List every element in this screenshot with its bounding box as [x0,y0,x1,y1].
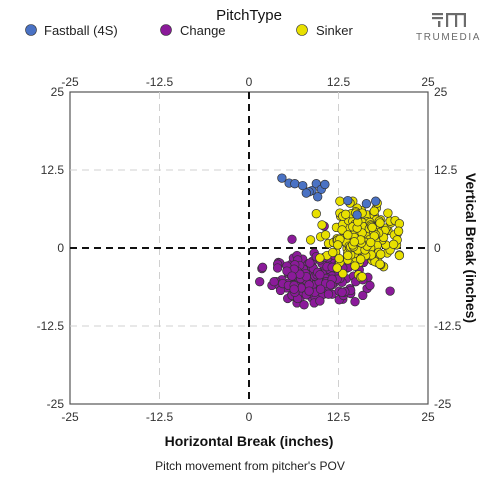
x-tick-label-top: 25 [421,75,435,89]
data-point-sinker [343,230,353,240]
x-tick-label-bottom: 12.5 [327,410,351,424]
legend: Fastball (4S) Change Sinker [25,23,354,38]
data-point-change [299,300,309,310]
y-tick-label-left: 0 [57,241,64,255]
x-tick-label-bottom: 25 [421,410,435,424]
data-point-sinker [335,196,345,206]
data-point-fastball-4s [290,179,300,189]
y-tick-label-left: -12.5 [37,319,65,333]
legend-marker-change [160,24,172,36]
data-point-sinker [393,226,404,236]
legend-label-fastball: Fastball (4S) [44,23,118,38]
data-point-change [337,287,347,297]
legend-label-change: Change [180,23,226,38]
data-point-change [287,271,297,281]
data-point-sinker [315,253,325,263]
data-point-sinker [311,209,321,219]
y-axis-title: Vertical Break (inches) [463,173,479,323]
data-point-sinker [328,247,338,258]
data-point-change [323,289,334,299]
data-point-change [255,277,265,287]
data-point-sinker [320,230,331,240]
data-point-fastball-4s [301,188,311,198]
legend-title: PitchType [216,7,282,24]
data-point-change [304,286,314,296]
data-point-sinker [375,218,385,228]
data-points [255,173,405,310]
x-tick-label-top: -12.5 [146,75,174,89]
data-point-sinker [356,254,366,264]
x-tick-label-top: -25 [61,75,79,89]
data-point-change [287,234,297,244]
data-point-sinker [349,237,359,247]
data-point-change [385,286,395,296]
y-tick-label-left: -25 [47,397,65,411]
x-tick-label-bottom: 0 [246,410,253,424]
data-point-change [257,262,268,272]
data-point-fastball-4s [361,199,372,209]
data-point-sinker [357,272,367,282]
y-tick-label-right: 12.5 [434,163,458,177]
data-point-sinker [334,253,344,264]
y-tick-label-left: 25 [51,85,65,99]
data-point-sinker [369,206,379,216]
data-point-change [315,296,325,306]
x-tick-label-top: 0 [246,75,253,89]
data-point-sinker [333,240,343,250]
data-point-fastball-4s [343,195,353,206]
data-point-change [365,280,375,291]
zero-lines [70,92,428,404]
data-point-sinker [343,250,353,261]
y-tick-label-left: 12.5 [41,163,65,177]
logo-text: TRUMEDIA [416,32,481,43]
data-point-change [289,284,299,294]
data-point-fastball-4s [313,192,323,202]
data-point-sinker [388,239,399,249]
data-point-change [315,284,326,294]
legend-item-change[interactable]: Change [160,23,226,38]
data-point-sinker [341,209,351,219]
legend-marker-sinker [296,24,308,36]
x-tick-label-bottom: -12.5 [146,410,174,424]
data-point-sinker [305,235,316,245]
data-point-change [350,297,360,307]
data-point-change [358,290,368,301]
y-tick-label-right: -25 [434,397,452,411]
data-point-change [305,258,315,268]
legend-item-fastball[interactable]: Fastball (4S) [25,23,118,38]
data-point-sinker [332,263,342,273]
data-point-sinker [350,261,360,271]
x-tick-label-top: 12.5 [327,75,351,89]
data-point-fastball-4s [352,210,362,220]
y-tick-label-right: 0 [434,241,441,255]
data-point-fastball-4s [320,179,330,190]
data-point-fastball-4s [277,173,287,183]
data-point-fastball-4s [371,196,381,206]
data-point-sinker [383,208,393,218]
legend-marker-fastball [25,24,37,36]
data-point-change [269,277,279,287]
data-point-sinker [375,259,385,269]
data-point-change [272,263,283,273]
data-point-sinker [367,222,377,233]
x-axis-title: Horizontal Break (inches) [165,433,334,449]
y-tick-label-right: 25 [434,85,448,99]
y-tick-label-right: -12.5 [434,319,462,333]
data-point-sinker [366,237,376,248]
data-point-sinker [394,250,405,261]
logo-mark-icon [432,13,466,27]
chart-caption: Pitch movement from pitcher's POV [155,459,345,473]
data-point-change [315,270,325,280]
trumedia-logo: TRUMEDIA [416,13,481,43]
data-point-change [325,280,336,290]
x-tick-label-bottom: -25 [61,410,79,424]
data-point-sinker [338,268,348,279]
legend-label-sinker: Sinker [316,23,354,38]
legend-item-sinker[interactable]: Sinker [296,23,354,38]
data-point-fastball-4s [298,180,308,191]
data-point-sinker [317,220,327,230]
data-point-sinker [376,249,386,259]
